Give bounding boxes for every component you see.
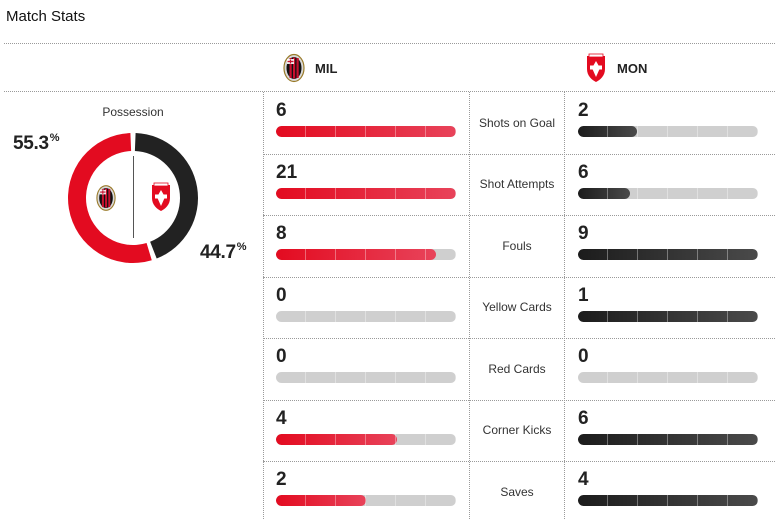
possession-label: Possession [102,105,164,119]
divider [4,91,775,92]
stat-bar-home [276,187,456,199]
stat-label: Yellow Cards [482,300,552,314]
stat-bar-fill-away [578,126,638,137]
stat-value-home: 0 [276,284,287,306]
row-divider [263,461,775,462]
stat-value-home: 21 [276,161,298,183]
team-abbr-home: MIL [315,60,338,76]
row-divider [263,153,775,155]
stat-value-away: 6 [578,407,589,429]
stat-value-away: 0 [578,346,589,367]
team-abbr-away: MON [617,60,648,76]
team-header-home: MIL [283,52,337,84]
milan-crest-icon [96,185,116,211]
row-divider [263,215,775,216]
stat-value-home: 4 [276,407,287,429]
stat-row: 21 Shot Attempts 6 [263,154,775,215]
stat-bar-fill-home [276,249,437,260]
stat-value-away: 6 [578,161,589,183]
stat-bar-fill-away [578,249,758,260]
stat-bar-away [578,433,758,445]
stat-value-home: 8 [276,223,287,244]
row-divider [263,276,775,278]
possession-donut [67,133,198,263]
stat-row: 8 Fouls 9 [263,215,775,276]
stat-value-away: 4 [578,469,589,490]
stat-bar-away [578,372,758,383]
stat-row: 4 Corner Kicks 6 [263,400,775,461]
column-divider [469,92,470,519]
stat-row: 6 Shots on Goal 2 [263,92,775,153]
stat-bar-fill-home [276,187,456,199]
stat-bar-away [578,187,758,199]
stat-label: Shots on Goal [478,115,556,130]
stat-bar-home [276,249,456,260]
stat-bar-away [578,126,758,137]
stat-value-away: 2 [578,100,589,121]
stat-bar-away [578,310,758,322]
stat-bar-fill-away [578,495,758,506]
stat-label: Corner Kicks [482,423,552,437]
stat-value-home: 6 [276,100,287,121]
row-divider [263,338,775,339]
stat-label: Fouls [502,238,532,253]
stat-bar-home [276,126,456,137]
stat-bar-home [276,310,456,322]
stat-value-home: 0 [276,346,287,367]
page-title: Match Stats [6,8,86,25]
stat-label: Saves [500,484,534,499]
stat-label: Red Cards [488,361,546,376]
stat-bar-away [578,249,758,260]
stat-bar-fill-home [276,495,366,506]
stat-bar-fill-away [578,187,631,199]
stat-value-away: 9 [578,223,589,244]
stat-bar-home [276,372,456,383]
stat-row: 2 Saves 4 [263,461,775,522]
monza-crest-icon [587,53,605,82]
possession-arc-home [67,133,152,263]
possession-arc-away [134,133,198,259]
row-divider [263,399,775,401]
donut-divider [133,156,134,238]
stat-bar-fill-home [276,126,456,137]
possession-away-pct: 44.7% [200,241,247,263]
stat-value-away: 1 [578,284,589,306]
stat-value-home: 2 [276,469,287,490]
stat-bar-fill-away [578,433,758,445]
stat-bar-fill-home [276,433,397,445]
stat-row: 0 Red Cards 0 [263,338,775,399]
column-divider [564,92,565,519]
stat-row: 0 Yellow Cards 1 [263,277,775,338]
divider [4,43,775,44]
stat-bar-home [276,495,456,506]
stat-bar-fill-away [578,310,758,322]
monza-crest-icon [152,182,170,211]
team-header-away: MON [585,52,647,84]
stat-label: Shot Attempts [479,177,555,191]
possession-home-pct: 55.3% [13,132,60,154]
stat-bar-home [276,433,456,445]
column-divider [263,92,264,519]
milan-crest-icon [283,53,305,83]
stat-bar-away [578,495,758,506]
